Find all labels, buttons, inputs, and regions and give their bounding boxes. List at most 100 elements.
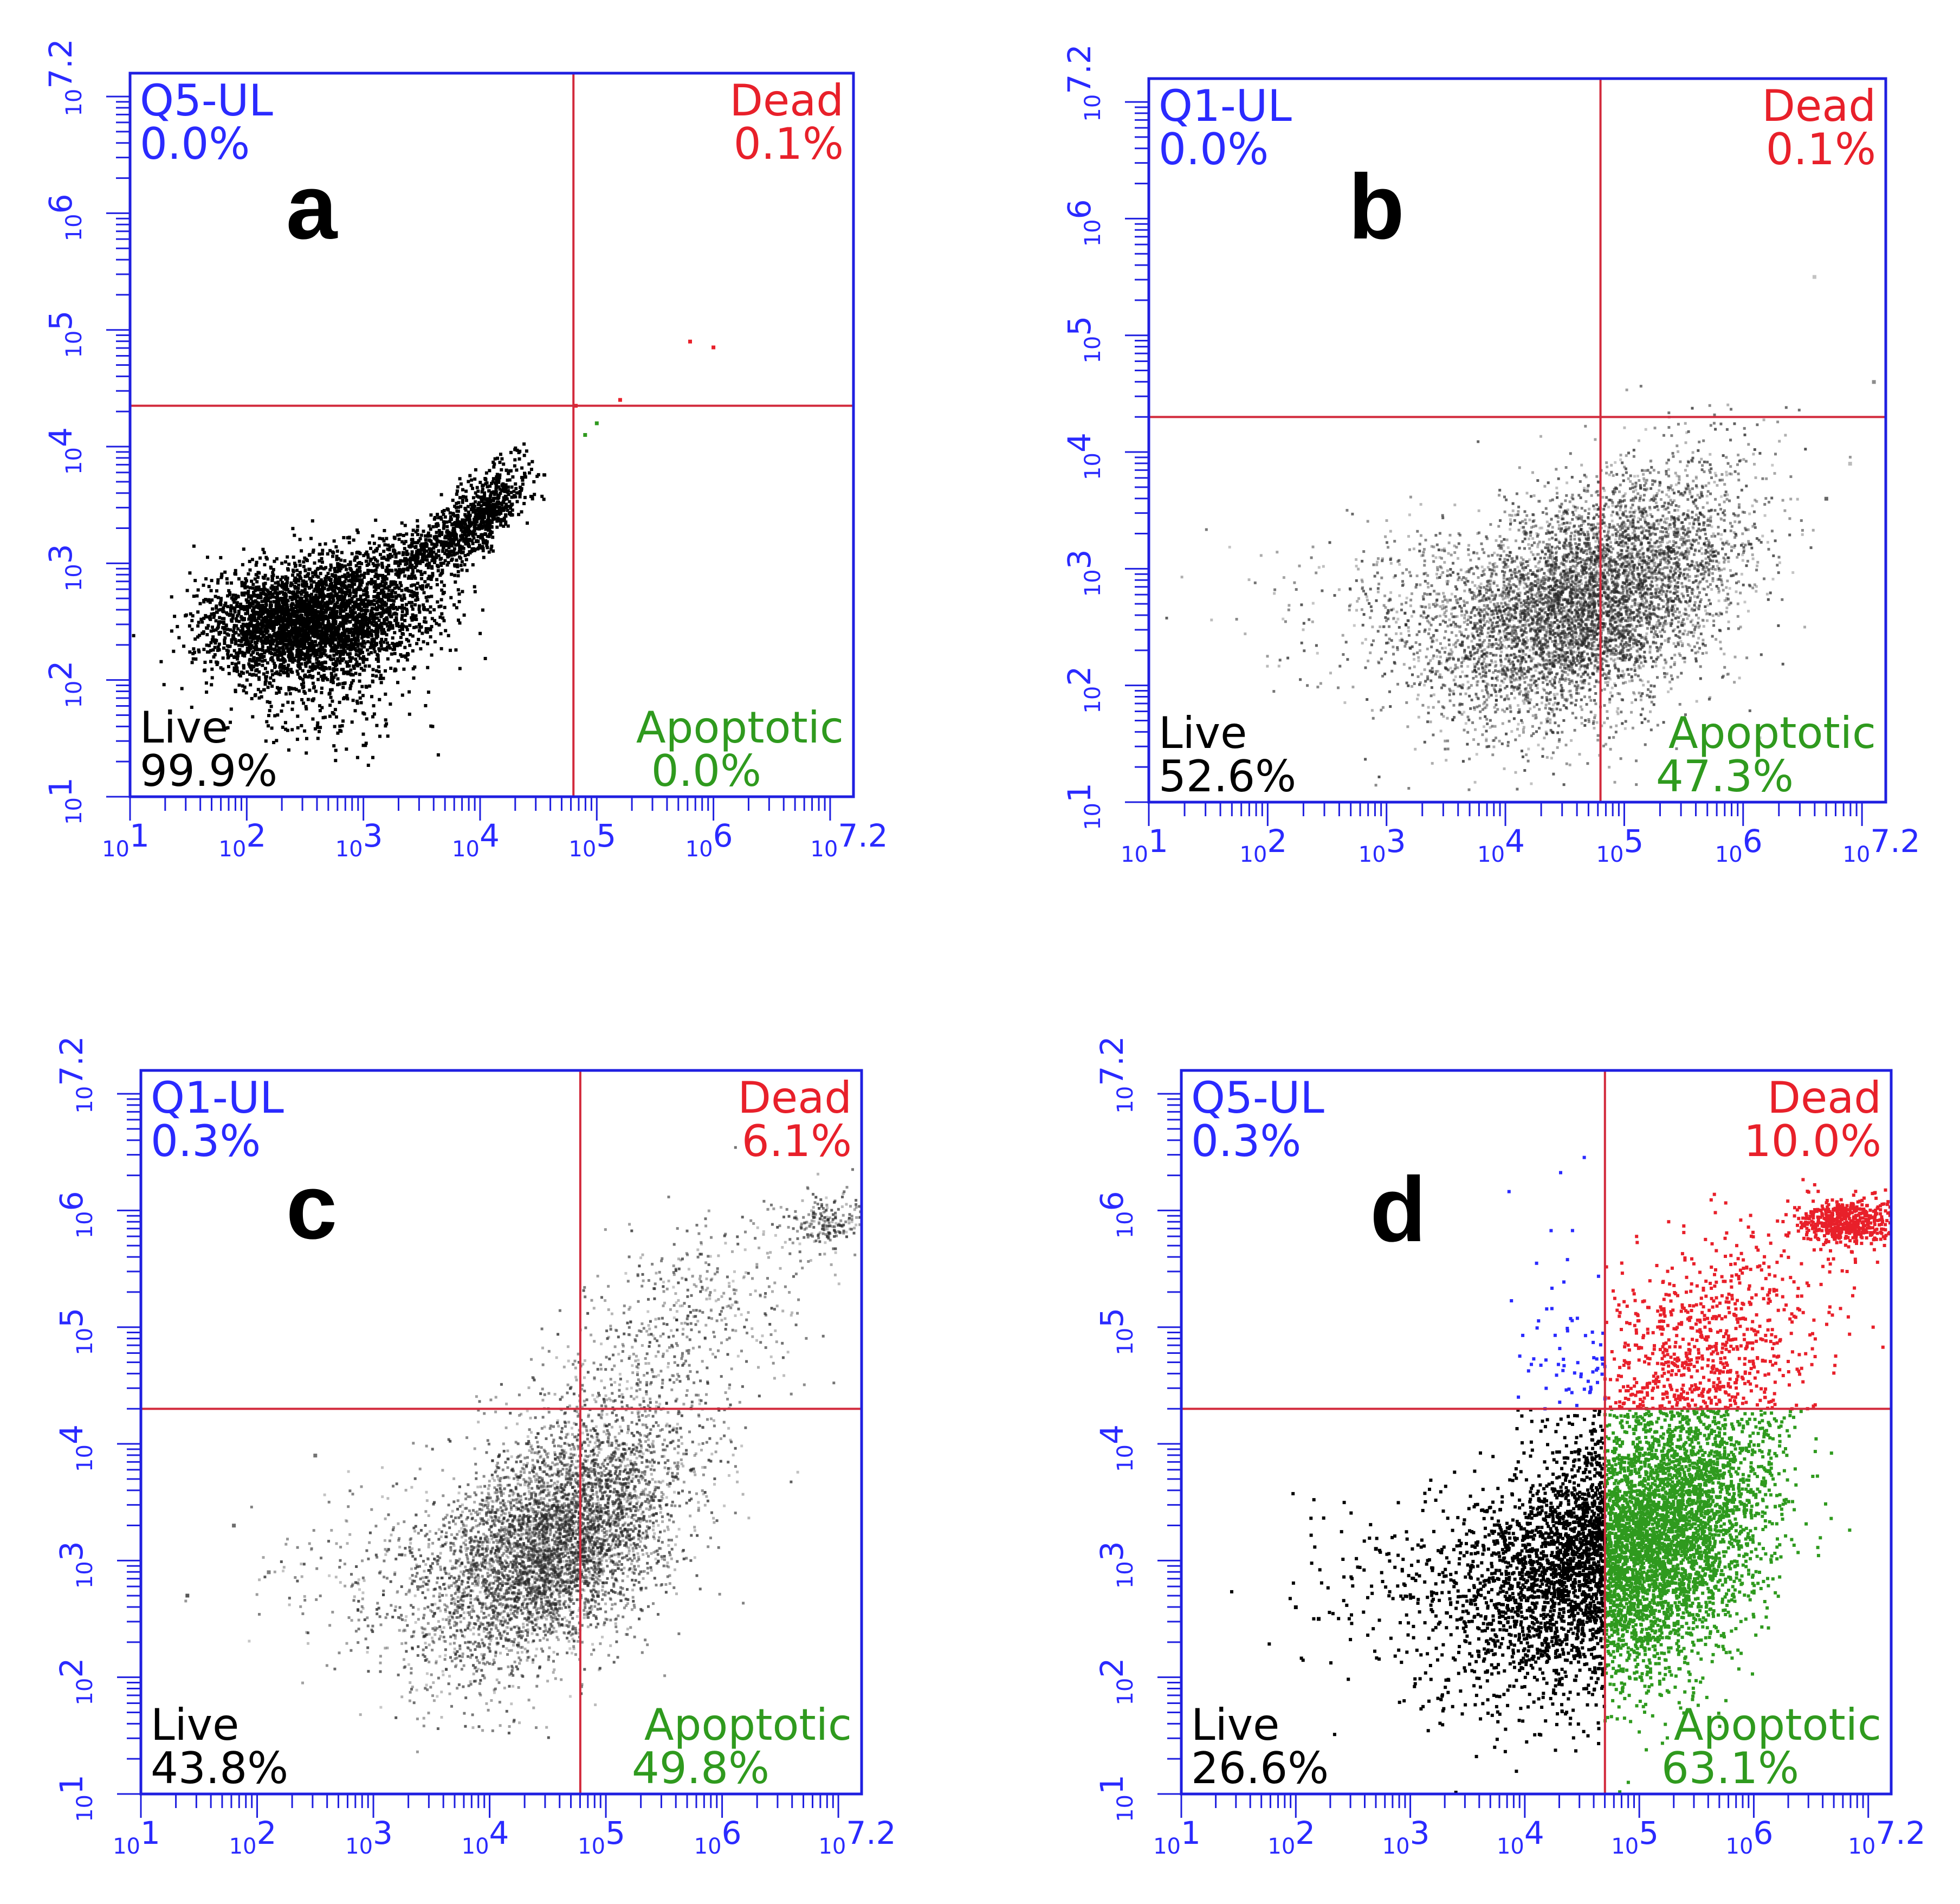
data-point bbox=[180, 687, 184, 690]
data-point bbox=[442, 591, 446, 595]
data-point bbox=[477, 524, 481, 528]
data-point bbox=[331, 662, 335, 666]
data-point bbox=[1522, 699, 1525, 702]
data-point bbox=[456, 517, 460, 521]
data-point bbox=[386, 594, 390, 598]
data-point bbox=[489, 493, 493, 496]
data-point bbox=[348, 660, 352, 663]
data-point bbox=[400, 540, 404, 544]
data-point bbox=[290, 653, 294, 656]
data-point bbox=[1522, 526, 1525, 529]
data-point bbox=[367, 541, 371, 545]
data-point bbox=[297, 590, 301, 594]
data-point bbox=[475, 520, 479, 524]
data-point bbox=[296, 672, 300, 676]
data-point bbox=[362, 655, 365, 659]
data-point bbox=[1608, 644, 1612, 648]
data-point bbox=[230, 638, 234, 642]
data-point bbox=[482, 513, 486, 517]
data-point bbox=[316, 666, 320, 669]
data-point bbox=[236, 614, 240, 618]
data-point bbox=[454, 543, 457, 547]
data-point bbox=[237, 612, 241, 616]
data-point bbox=[324, 660, 327, 664]
data-point bbox=[319, 651, 322, 655]
data-point bbox=[381, 576, 385, 580]
data-point bbox=[287, 654, 290, 658]
data-point bbox=[442, 513, 445, 516]
data-point bbox=[332, 594, 336, 598]
data-point bbox=[474, 500, 477, 504]
data-point bbox=[361, 624, 365, 628]
data-point bbox=[414, 545, 418, 548]
data-point bbox=[403, 597, 406, 601]
data-point bbox=[329, 565, 333, 569]
data-point bbox=[1529, 629, 1532, 632]
data-point bbox=[226, 726, 230, 730]
data-point bbox=[269, 651, 273, 654]
data-point bbox=[303, 654, 307, 657]
data-point bbox=[364, 589, 367, 592]
data-point bbox=[435, 540, 439, 544]
data-point bbox=[430, 575, 434, 578]
data-point bbox=[330, 647, 334, 651]
data-point bbox=[381, 537, 385, 541]
data-point bbox=[449, 518, 453, 521]
data-point bbox=[334, 545, 338, 548]
data-point bbox=[458, 477, 462, 481]
data-point bbox=[304, 664, 308, 668]
data-point bbox=[275, 686, 279, 689]
data-point bbox=[315, 567, 319, 571]
data-point bbox=[240, 640, 243, 643]
data-point bbox=[280, 608, 283, 612]
data-point bbox=[397, 538, 401, 541]
data-point bbox=[277, 653, 281, 657]
data-point bbox=[1553, 610, 1556, 614]
data-point bbox=[249, 683, 253, 687]
data-point bbox=[418, 610, 422, 614]
data-point bbox=[261, 604, 265, 608]
data-point bbox=[225, 577, 229, 580]
data-point bbox=[384, 724, 387, 728]
data-point bbox=[358, 584, 361, 588]
data-point bbox=[1598, 572, 1601, 575]
data-point bbox=[340, 631, 344, 635]
data-point bbox=[419, 552, 423, 556]
data-point bbox=[284, 623, 288, 627]
data-point bbox=[528, 471, 532, 475]
data-point bbox=[372, 619, 376, 622]
data-point bbox=[476, 502, 480, 506]
data-point bbox=[344, 660, 348, 664]
data-point bbox=[229, 604, 233, 608]
data-point bbox=[243, 607, 247, 611]
data-point bbox=[295, 610, 299, 614]
data-point bbox=[314, 585, 318, 589]
data-point bbox=[264, 618, 267, 622]
data-point bbox=[292, 556, 295, 559]
data-point bbox=[241, 637, 245, 641]
data-point bbox=[322, 615, 326, 619]
data-point bbox=[1519, 690, 1522, 693]
data-point bbox=[274, 581, 277, 585]
data-point bbox=[1570, 577, 1573, 580]
data-point bbox=[332, 634, 336, 638]
data-point bbox=[285, 586, 289, 590]
data-point bbox=[363, 657, 366, 661]
data-point bbox=[281, 590, 284, 594]
data-point bbox=[414, 561, 418, 564]
data-point bbox=[361, 744, 365, 747]
data-point bbox=[1635, 553, 1639, 556]
data-point bbox=[272, 588, 276, 591]
data-point bbox=[247, 572, 250, 576]
data-point bbox=[491, 508, 495, 512]
data-point bbox=[355, 701, 359, 705]
data-point bbox=[348, 592, 352, 595]
data-point bbox=[464, 558, 468, 561]
data-point bbox=[356, 664, 360, 668]
data-point bbox=[361, 628, 365, 631]
data-point bbox=[352, 664, 355, 668]
data-point bbox=[1629, 668, 1633, 671]
data-point bbox=[348, 619, 352, 623]
data-point bbox=[457, 600, 461, 604]
data-point bbox=[482, 521, 486, 525]
